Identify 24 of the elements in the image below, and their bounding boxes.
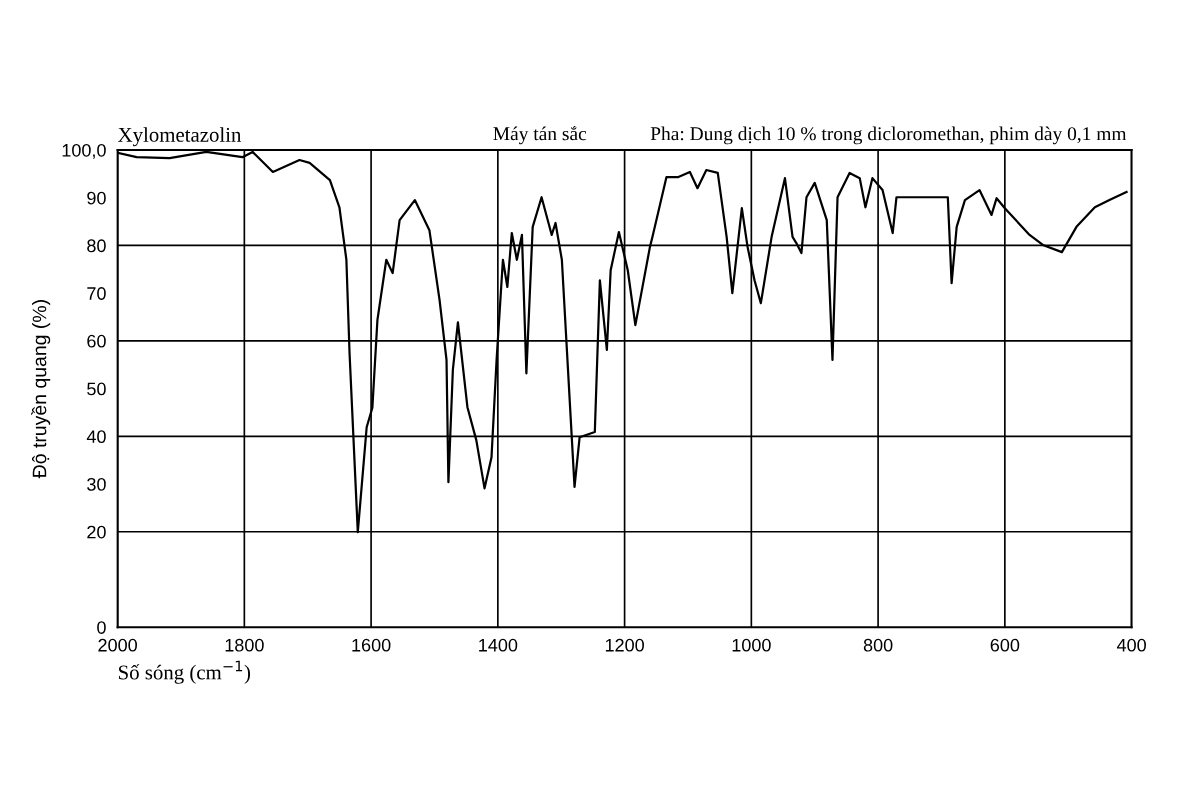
y-tick-label: 70 (87, 287, 106, 300)
y-tick-label: 0 (97, 621, 106, 634)
x-tick-label: 2000 (98, 638, 137, 652)
text: Pha: Dung dịch 10 % trong dicloromethan, phim dày 0,1 mm (650, 126, 1127, 145)
y-tick-label: 40 (86, 430, 106, 444)
x-tick-label: 1800 (225, 638, 264, 652)
y-tick-label: 100,0 (62, 143, 106, 159)
x-tick-label: 800 (863, 638, 893, 652)
x-tick-label: 1000 (732, 638, 771, 652)
y-tick-label: 50 (87, 382, 106, 396)
y-axis-title: Độ truyền quang (%) (31, 300, 51, 479)
y-tick-label: 80 (87, 239, 106, 253)
x-tick-label: 1200 (605, 638, 644, 652)
x-axis-title: Số sóng (cm$^{−1}$) (118, 660, 251, 684)
y-tick-label: 60 (87, 334, 106, 348)
x-tick-label: 400 (1116, 638, 1146, 652)
x-tick-label: 1600 (352, 638, 391, 652)
x-tick-label: 1400 (479, 638, 518, 652)
y-tick-label: 90 (87, 191, 106, 205)
chart-title: Xylometazolin (118, 127, 242, 147)
y-tick-label: 30 (87, 477, 106, 491)
y-tick-label: 20 (87, 525, 106, 539)
x-tick-label: 600 (990, 638, 1020, 652)
text: Máy tán sắc (493, 126, 587, 145)
